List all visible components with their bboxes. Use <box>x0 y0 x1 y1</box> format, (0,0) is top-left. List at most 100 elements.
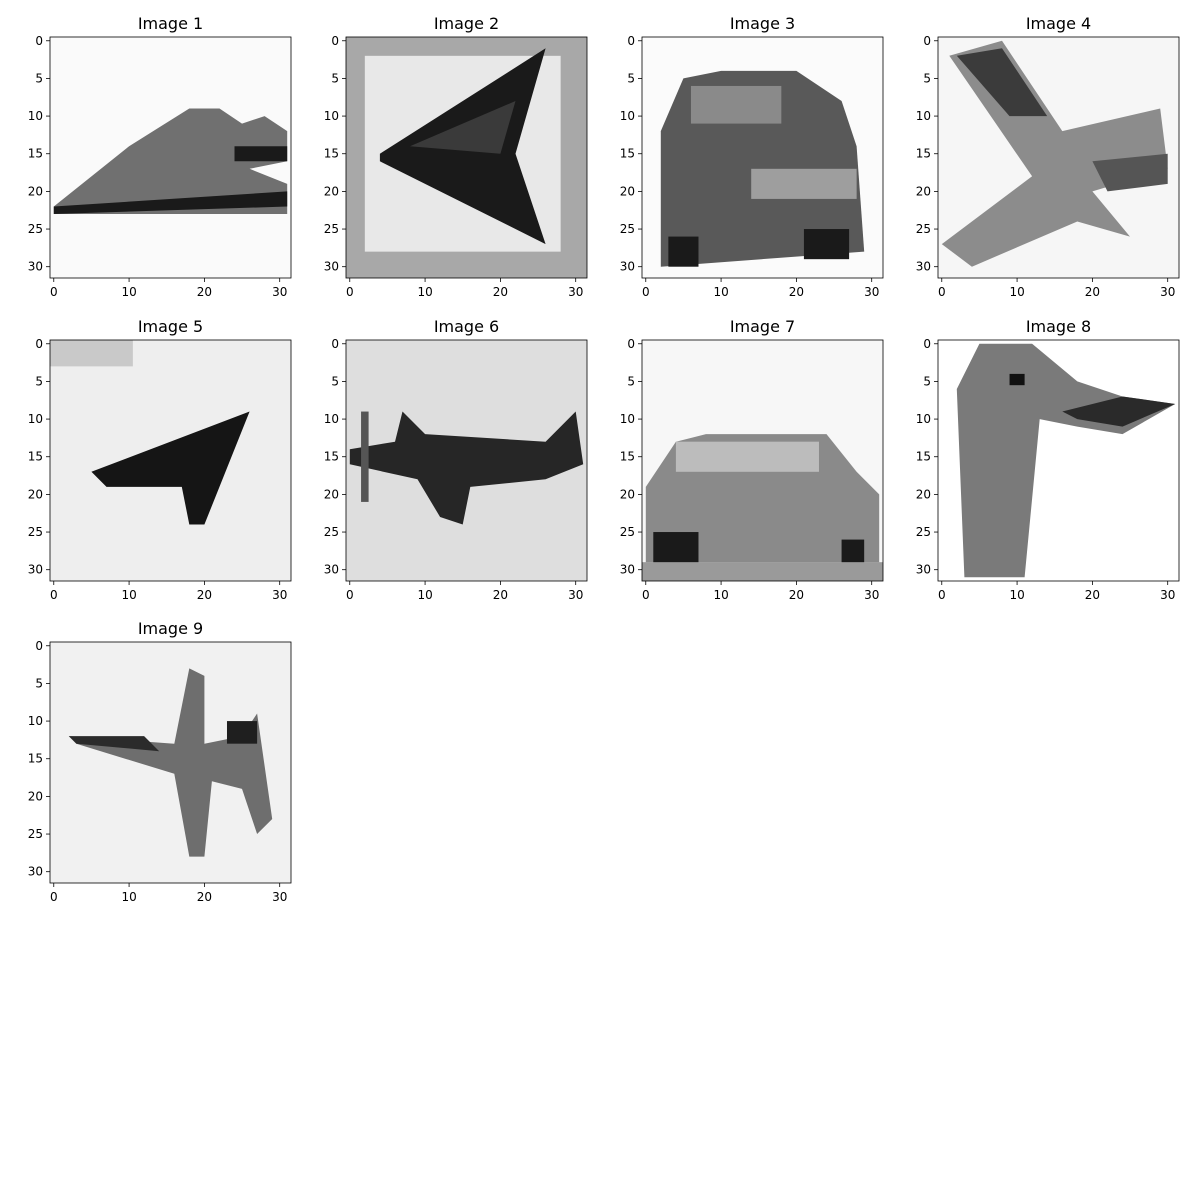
y-tick-label: 5 <box>35 374 43 388</box>
car-window <box>675 441 819 472</box>
panel-5: Image 5 0 10 20 30 0 5 10 15 20 25 30 <box>28 317 292 602</box>
x-tick-label: 20 <box>493 285 508 299</box>
car-wheel-right <box>803 229 850 260</box>
y-tick-label: 0 <box>331 337 339 351</box>
panel-image <box>346 340 587 581</box>
x-tick-label: 30 <box>864 285 879 299</box>
y-tick-label: 10 <box>916 412 931 426</box>
y-tick-label: 10 <box>28 412 43 426</box>
y-tick-label: 0 <box>35 34 43 48</box>
y-tick-label: 0 <box>627 34 635 48</box>
x-tick-label: 30 <box>568 285 583 299</box>
y-tick-label: 10 <box>916 109 931 123</box>
panel-4: Image 4 0 10 20 30 0 5 10 15 20 25 30 <box>916 14 1180 299</box>
x-tick-label: 30 <box>1160 285 1175 299</box>
x-tick-label: 20 <box>493 588 508 602</box>
x-tick-label: 30 <box>1160 588 1175 602</box>
car-wheel-left <box>668 236 699 267</box>
y-tick-label: 20 <box>28 789 43 803</box>
panel-3: Image 3 0 10 20 30 0 5 10 15 20 25 30 <box>620 14 884 299</box>
y-tick-label: 15 <box>916 147 931 161</box>
x-tick-label: 0 <box>642 588 650 602</box>
y-tick-label: 0 <box>35 639 43 653</box>
y-tick-label: 30 <box>916 563 931 577</box>
y-tick-label: 25 <box>28 222 43 236</box>
airplane-body <box>68 668 273 857</box>
car-wheel-left <box>653 532 699 563</box>
y-tick-label: 15 <box>916 450 931 464</box>
panel-frame <box>345 339 588 582</box>
y-tick-label: 20 <box>324 184 339 198</box>
x-tick-label: 20 <box>197 285 212 299</box>
panel-image <box>642 37 883 278</box>
x-tick-label: 10 <box>121 588 136 602</box>
x-tick-label: 0 <box>346 285 354 299</box>
airplane-body <box>91 411 250 525</box>
car-grille <box>751 168 857 199</box>
y-tick-label: 15 <box>620 450 635 464</box>
y-tick-label: 30 <box>28 563 43 577</box>
airplane-wing-left <box>68 736 160 752</box>
x-tick-label: 10 <box>1009 285 1024 299</box>
panel-image <box>346 37 587 278</box>
car-wheel-right <box>841 539 865 563</box>
x-tick-label: 0 <box>50 285 58 299</box>
airplane-tail <box>234 146 288 162</box>
y-tick-label: 25 <box>28 827 43 841</box>
airplane-body <box>349 411 584 525</box>
panel-frame <box>641 339 884 582</box>
panel-1: Image 1 0 10 20 30 0 5 10 15 20 25 30 <box>28 14 292 299</box>
y-tick-label: 5 <box>35 676 43 690</box>
y-tick-label: 30 <box>28 260 43 274</box>
panel-2: Image 2 0 10 20 30 0 5 10 15 20 25 30 <box>324 14 588 299</box>
y-tick-label: 30 <box>916 260 931 274</box>
y-tick-label: 30 <box>324 563 339 577</box>
x-tick-label: 10 <box>417 285 432 299</box>
panel-8: Image 8 0 10 20 30 0 5 10 15 20 25 30 <box>916 317 1180 602</box>
y-tick-label: 5 <box>923 71 931 85</box>
y-tick-label: 10 <box>324 109 339 123</box>
panel-title: Image 3 <box>730 14 795 33</box>
panel-frame <box>641 36 884 279</box>
panel-7: Image 7 0 10 20 30 0 5 10 15 20 25 30 <box>620 317 884 602</box>
x-tick-label: 0 <box>50 588 58 602</box>
y-tick-label: 20 <box>916 487 931 501</box>
panel-title: Image 8 <box>1026 317 1091 336</box>
x-tick-label: 0 <box>50 890 58 904</box>
image-corner-patch <box>50 340 133 367</box>
panel-9: Image 9 0 10 20 30 0 5 10 15 20 25 30 <box>28 619 292 904</box>
airplane-body <box>53 108 288 214</box>
y-tick-label: 5 <box>331 374 339 388</box>
x-tick-label: 20 <box>789 588 804 602</box>
x-tick-label: 10 <box>713 285 728 299</box>
panel-image <box>50 340 291 581</box>
y-tick-label: 20 <box>28 184 43 198</box>
panel-frame <box>49 339 292 582</box>
panel-title: Image 2 <box>434 14 499 33</box>
y-tick-label: 10 <box>324 412 339 426</box>
ostrich-beak <box>1062 396 1176 427</box>
y-tick-label: 10 <box>620 109 635 123</box>
y-tick-label: 5 <box>627 374 635 388</box>
y-tick-label: 15 <box>324 147 339 161</box>
x-tick-label: 20 <box>789 285 804 299</box>
y-tick-label: 25 <box>916 222 931 236</box>
y-tick-label: 5 <box>923 374 931 388</box>
y-tick-label: 15 <box>620 147 635 161</box>
airplane-propeller <box>361 411 369 502</box>
y-tick-label: 5 <box>35 71 43 85</box>
airplane-wing <box>410 101 516 154</box>
x-tick-label: 10 <box>121 285 136 299</box>
y-tick-label: 5 <box>627 71 635 85</box>
x-tick-label: 20 <box>1085 588 1100 602</box>
y-tick-label: 30 <box>620 563 635 577</box>
y-tick-label: 15 <box>28 147 43 161</box>
panel-frame <box>937 339 1180 582</box>
x-tick-label: 30 <box>272 588 287 602</box>
car-window <box>690 85 782 124</box>
panel-image <box>938 340 1179 581</box>
x-tick-label: 30 <box>272 890 287 904</box>
airplane-nose <box>1092 153 1168 192</box>
x-tick-label: 0 <box>346 588 354 602</box>
